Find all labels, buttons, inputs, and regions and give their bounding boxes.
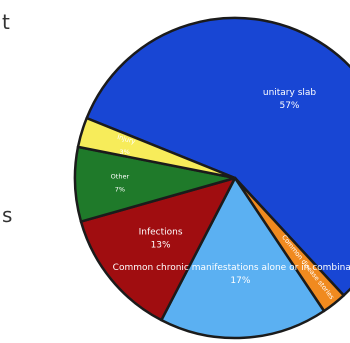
pie-slice-5 bbox=[76, 116, 237, 180]
pie-slice-3 bbox=[79, 176, 237, 322]
pie-slice-2 bbox=[160, 176, 326, 340]
pie-slice-value-4: 7% bbox=[115, 186, 125, 194]
pie-slice-value-0: 57% bbox=[279, 101, 299, 111]
pie-slice-label-4: Other bbox=[111, 173, 130, 181]
pie-slice-0 bbox=[85, 16, 350, 297]
pie-slice-label-0: unitary slab bbox=[263, 88, 317, 98]
pie-slice-label-2: Common chronic manifestations alone or i… bbox=[113, 263, 350, 273]
pie-slices bbox=[73, 16, 350, 340]
pie-slice-label-3: Infections bbox=[139, 228, 183, 238]
pie-slice-value-3: 13% bbox=[151, 241, 171, 251]
edge-text-bottom: s bbox=[2, 203, 13, 227]
pie-slice-value-2: 17% bbox=[230, 276, 250, 286]
edge-text-top: t bbox=[2, 10, 10, 34]
pie-slice-value-5: 3% bbox=[119, 148, 129, 156]
